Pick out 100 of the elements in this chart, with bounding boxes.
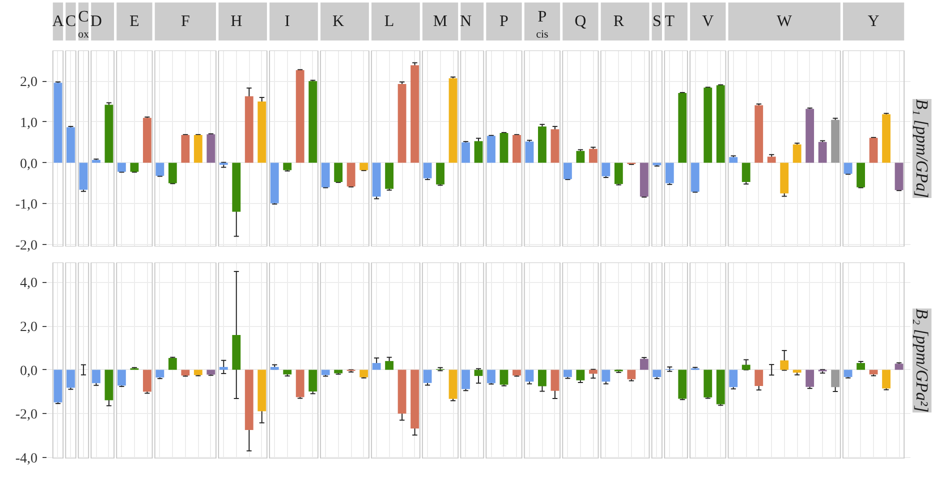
- x-tick-label: R: [613, 13, 624, 30]
- bar: [308, 81, 318, 163]
- x-tick-label: F: [180, 13, 190, 30]
- bar: [869, 370, 878, 374]
- bar: [576, 150, 585, 163]
- bar: [742, 162, 750, 182]
- bar: [627, 370, 636, 380]
- bar: [704, 370, 712, 398]
- bar: [602, 162, 610, 176]
- y-tick-label: 4,0: [20, 276, 38, 292]
- bar: [729, 157, 738, 163]
- bar: [602, 370, 610, 382]
- bar: [92, 370, 100, 384]
- bar: [652, 370, 662, 378]
- y-axis-title: B₁ [ppm/GPa]: [912, 99, 932, 198]
- bar: [640, 162, 648, 197]
- bar: [308, 370, 318, 392]
- bar: [423, 162, 432, 178]
- bar: [462, 370, 470, 390]
- bar: [538, 126, 546, 163]
- bar: [206, 370, 216, 375]
- bar: [321, 162, 330, 188]
- x-tick-label: E: [130, 13, 140, 30]
- bar: [232, 162, 241, 212]
- bar: [487, 370, 496, 384]
- bar: [512, 135, 521, 163]
- bar: [232, 334, 241, 370]
- x-tick-label: V: [702, 13, 714, 30]
- bar: [283, 162, 292, 170]
- bar: [283, 370, 292, 374]
- bar: [270, 162, 279, 204]
- x-tick-label: N: [460, 13, 472, 30]
- x-tick-label: S: [652, 13, 662, 30]
- bar: [844, 162, 852, 174]
- bar: [564, 162, 572, 180]
- bar: [588, 148, 598, 163]
- bar: [500, 370, 508, 385]
- bar: [385, 162, 394, 189]
- bar: [525, 370, 534, 382]
- bar: [780, 162, 789, 194]
- x-tick-label: D: [90, 13, 102, 30]
- x-tick-label: W: [776, 13, 793, 30]
- bar: [869, 138, 878, 163]
- bar: [156, 162, 164, 176]
- y-tick-label: -4,0: [15, 451, 38, 466]
- bar: [704, 88, 712, 163]
- bar: [487, 136, 496, 163]
- bar: [690, 162, 700, 192]
- bar: [194, 135, 202, 163]
- bar: [844, 370, 852, 378]
- bar: [168, 358, 177, 370]
- bar: [104, 370, 114, 400]
- bar: [448, 370, 458, 399]
- x-tick-label: Q: [574, 13, 587, 30]
- x-tick-label: M: [433, 13, 448, 30]
- bar: [512, 370, 521, 376]
- bar: [436, 162, 444, 184]
- bar: [716, 370, 725, 404]
- x-tick-label: P: [500, 13, 509, 30]
- bar: [410, 370, 419, 428]
- bar: [550, 370, 560, 391]
- bar: [831, 370, 840, 388]
- bar: [792, 144, 802, 163]
- bar: [181, 370, 190, 376]
- x-tick-label: T: [664, 13, 675, 30]
- bar: [754, 105, 764, 163]
- bar: [894, 364, 904, 370]
- bar: [79, 162, 88, 190]
- bar: [385, 361, 394, 370]
- y-tick-label: 2,0: [20, 75, 38, 90]
- bar: [856, 162, 866, 188]
- bar: [423, 370, 432, 383]
- bar: [398, 370, 406, 414]
- bar: [372, 162, 381, 197]
- bar: [678, 92, 687, 163]
- bar: [66, 127, 75, 163]
- bar: [564, 370, 572, 378]
- y-tick-label: 0,0: [20, 156, 38, 172]
- bar: [767, 156, 776, 163]
- bar: [244, 96, 254, 163]
- bar: [818, 142, 827, 163]
- bar: [550, 129, 560, 163]
- bar: [894, 162, 904, 190]
- bar: [729, 370, 738, 388]
- bar: [372, 363, 381, 370]
- bar: [500, 132, 508, 163]
- bar: [754, 370, 764, 386]
- bar: [665, 162, 674, 184]
- bar: [296, 370, 304, 398]
- bar: [219, 366, 228, 370]
- y-tick-label: -2,0: [15, 408, 38, 423]
- x-tick-label: L: [384, 13, 394, 30]
- x-tick-label: Y: [868, 13, 880, 30]
- bar: [156, 370, 164, 378]
- bar: [117, 370, 126, 386]
- bar: [244, 370, 254, 430]
- y-tick-label: -2,0: [15, 238, 38, 254]
- bar: [194, 370, 202, 376]
- bar: [334, 162, 343, 182]
- bar: [474, 141, 483, 163]
